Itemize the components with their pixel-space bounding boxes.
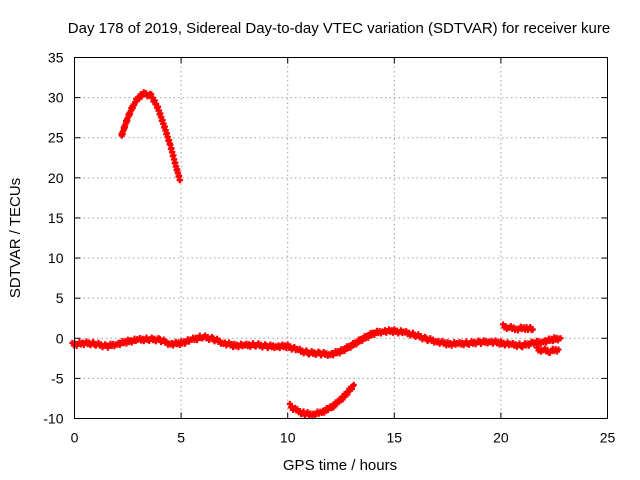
chart-title: Day 178 of 2019, Sidereal Day-to-day VTE… [68,20,610,37]
series-baseline [69,326,564,359]
y-tick-label: -10 [43,411,63,427]
y-tick-label: 25 [48,130,64,146]
plot-frame [74,57,608,419]
y-tick-label: 15 [48,210,64,226]
x-tick-label: 5 [177,430,185,446]
data-point [177,177,184,184]
data-point [529,326,536,333]
y-tick-label: 20 [48,170,64,186]
data-point [350,381,357,388]
y-tick-label: 5 [56,290,64,306]
x-tick-label: 10 [280,430,296,446]
y-axis-label: SDTVAR / TECUs [7,178,24,298]
x-tick-label: 15 [387,430,403,446]
axis-ticks: 0 5 10 15 20 25 -10 -5 0 5 10 15 20 25 30 35 [43,50,615,446]
series-arc-3 [500,321,536,334]
series-arc-4 [534,344,562,356]
series-arc-1 [118,89,184,184]
y-tick-label: 35 [48,50,64,66]
y-tick-label: -5 [51,370,64,386]
x-tick-label: 20 [493,430,509,446]
x-tick-label: 25 [600,430,616,446]
series-arc-2 [286,381,357,420]
grid-lines [74,57,608,419]
y-tick-label: 0 [56,330,64,346]
data-point [555,346,562,353]
y-tick-label: 10 [48,250,64,266]
x-tick-label: 0 [71,430,79,446]
x-axis-label: GPS time / hours [283,457,397,474]
data-point [557,335,564,342]
y-tick-label: 30 [48,90,64,106]
data-points [69,89,564,420]
